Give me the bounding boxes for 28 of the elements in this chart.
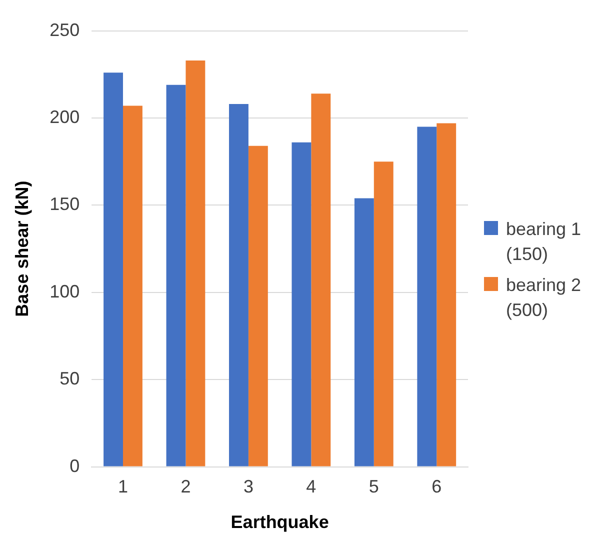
bar	[248, 146, 268, 466]
x-tick-label: 3	[243, 476, 254, 497]
bar	[311, 94, 331, 466]
x-tick-label: 5	[368, 476, 379, 497]
bar	[436, 123, 456, 466]
y-tick-label: 0	[70, 456, 80, 476]
x-tick-label: 6	[432, 476, 442, 497]
y-tick-label: 150	[50, 194, 80, 214]
bar	[229, 104, 248, 466]
y-tick-label: 50	[60, 368, 80, 389]
bar	[122, 106, 142, 466]
bar	[166, 84, 186, 466]
bar	[104, 72, 123, 466]
y-tick-label: 200	[50, 106, 80, 127]
legend-label: bearing 2 (500)	[506, 274, 582, 322]
bar	[292, 142, 312, 466]
x-tick-label: 4	[306, 476, 316, 497]
y-tick-label: 100	[50, 281, 80, 302]
x-axis-title: Earthquake	[230, 512, 329, 532]
bar	[186, 60, 206, 466]
bar	[417, 126, 437, 466]
bar	[354, 198, 374, 466]
y-tick-label: 250	[50, 20, 80, 40]
legend-label: bearing 1 (150)	[506, 218, 582, 266]
y-axis-title: Base shear (kN)	[12, 180, 32, 317]
x-tick-label: 2	[180, 476, 191, 497]
x-tick-label: 1	[118, 476, 128, 497]
bar	[374, 162, 394, 466]
